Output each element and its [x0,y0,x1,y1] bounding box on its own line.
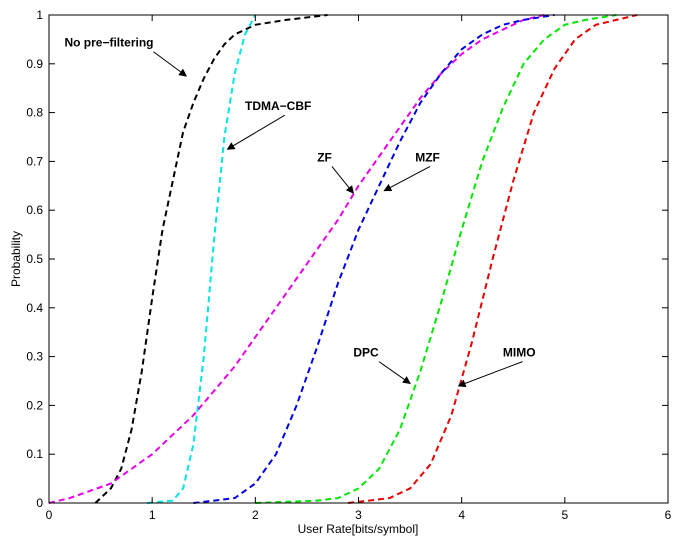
y-tick-label: 0.8 [26,106,43,120]
y-tick-label: 1 [36,8,43,22]
x-tick-label: 6 [665,508,672,522]
plot-lines [48,14,638,504]
y-tick-label: 0.1 [26,447,43,461]
series-line-zf [48,14,545,504]
y-tick-label: 0 [36,496,43,510]
annotation-arrow [153,51,188,77]
y-axis-label: Probability [9,231,23,287]
x-tick-label: 2 [252,508,259,522]
annotation-label: MZF [415,150,440,164]
x-tick-label: 1 [149,508,156,522]
x-tick-label: 4 [458,508,465,522]
y-tick-label: 0.7 [26,154,43,168]
series-line-mimo [348,14,638,504]
annotation-arrow [226,114,286,150]
annotation-arrow [457,361,523,388]
annotations: No pre−filtering TDMA−CBF ZF MZF DPC MIMO [64,36,536,388]
annotation-label: ZF [317,150,332,164]
x-tick-label: 5 [561,508,568,522]
y-tick-label: 0.2 [26,398,43,412]
annotation-arrow [383,165,431,192]
y-tick-label: 0.9 [26,57,43,71]
x-tick-label: 3 [355,508,362,522]
series-line-dpc [255,14,617,504]
y-tick-label: 0.4 [26,301,43,315]
series-line-mzf [193,14,555,504]
annotation-arrow [331,166,354,194]
annotation-label: DPC [353,346,379,360]
annotation-arrow [378,361,411,385]
y-tick-label: 0.3 [26,350,43,364]
annotation-label: TDMA−CBF [245,99,311,113]
x-tick-label: 0 [46,508,53,522]
y-tick-label: 0.5 [26,252,43,266]
axis-ticks: 0 1 2 3 4 5 6 0 0.1 0.2 0.3 0.4 0.5 0.6 0.7 0.8 0.9 1 [26,8,671,522]
series-line-no-pre-filtering [94,14,328,504]
annotation-label: MIMO [503,346,536,360]
annotation-label: No pre−filtering [64,36,153,50]
x-axis-label: User Rate[bits/symbol] [298,522,419,536]
series-line-tdma-cbf [146,14,257,504]
y-tick-label: 0.6 [26,203,43,217]
